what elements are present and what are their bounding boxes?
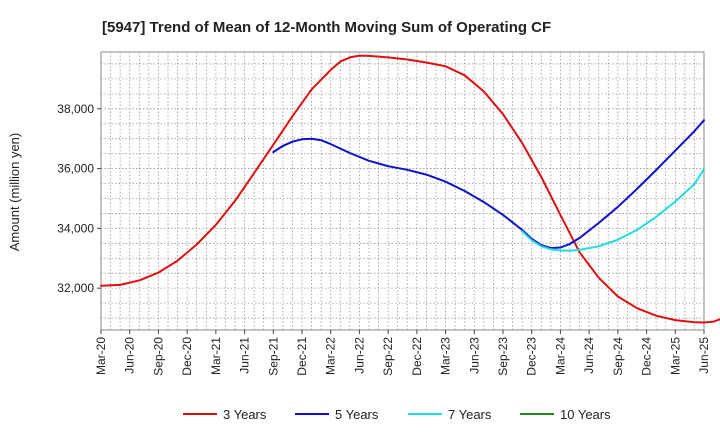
y-tick-label: 34,000: [57, 221, 94, 235]
plot-area: [100, 51, 705, 331]
x-tick-label: Dec-23: [525, 337, 539, 376]
x-tick-label: Jun-23: [467, 337, 481, 374]
legend: 3 Years 5 Years 7 Years 10 Years: [183, 407, 611, 422]
series-line-5-years: [272, 119, 705, 250]
x-tick-label: Jun-22: [352, 337, 366, 374]
x-tick-label: Mar-20: [94, 337, 108, 375]
x-tick-label: Sep-22: [381, 337, 395, 376]
x-tick-label: Jun-24: [582, 337, 596, 374]
y-axis-ticks: 32,000 34,000 36,000 38,000: [57, 102, 101, 295]
x-tick-label: Mar-21: [209, 337, 223, 375]
legend-label-10-years: 10 Years: [560, 407, 611, 422]
x-tick-label: Dec-21: [295, 337, 309, 376]
legend-label-5-years: 5 Years: [335, 407, 379, 422]
series-line-3-years: [100, 54, 720, 324]
y-axis-label: Amount (million yen): [7, 133, 22, 252]
legend-label-7-years: 7 Years: [448, 407, 492, 422]
x-tick-label: Sep-21: [266, 337, 280, 376]
chart-title: [5947] Trend of Mean of 12-Month Moving …: [102, 19, 551, 36]
x-tick-label: Sep-20: [151, 337, 165, 376]
x-tick-label: Mar-23: [439, 337, 453, 375]
x-tick-label: Mar-24: [553, 337, 567, 375]
x-tick-label: Dec-20: [180, 337, 194, 376]
x-axis-ticks: Mar-20 Jun-20 Sep-20 Dec-20 Mar-21 Jun-21 Sep-…: [94, 330, 711, 376]
y-tick-label: 38,000: [57, 102, 94, 116]
x-tick-label: Mar-22: [324, 337, 338, 375]
legend-label-3-years: 3 Years: [223, 407, 267, 422]
y-tick-label: 36,000: [57, 162, 94, 176]
x-tick-label: Jun-21: [238, 337, 252, 374]
x-tick-label: Mar-25: [668, 337, 682, 375]
x-tick-label: Jun-20: [123, 337, 137, 374]
y-tick-label: 32,000: [57, 281, 94, 295]
series-lines: [100, 54, 720, 324]
x-tick-label: Jun-25: [697, 337, 711, 374]
x-tick-label: Sep-23: [496, 337, 510, 376]
x-tick-label: Sep-24: [611, 337, 625, 376]
x-tick-label: Dec-22: [410, 337, 424, 376]
x-tick-label: Dec-24: [640, 337, 654, 376]
series-line-7-years: [521, 168, 705, 252]
